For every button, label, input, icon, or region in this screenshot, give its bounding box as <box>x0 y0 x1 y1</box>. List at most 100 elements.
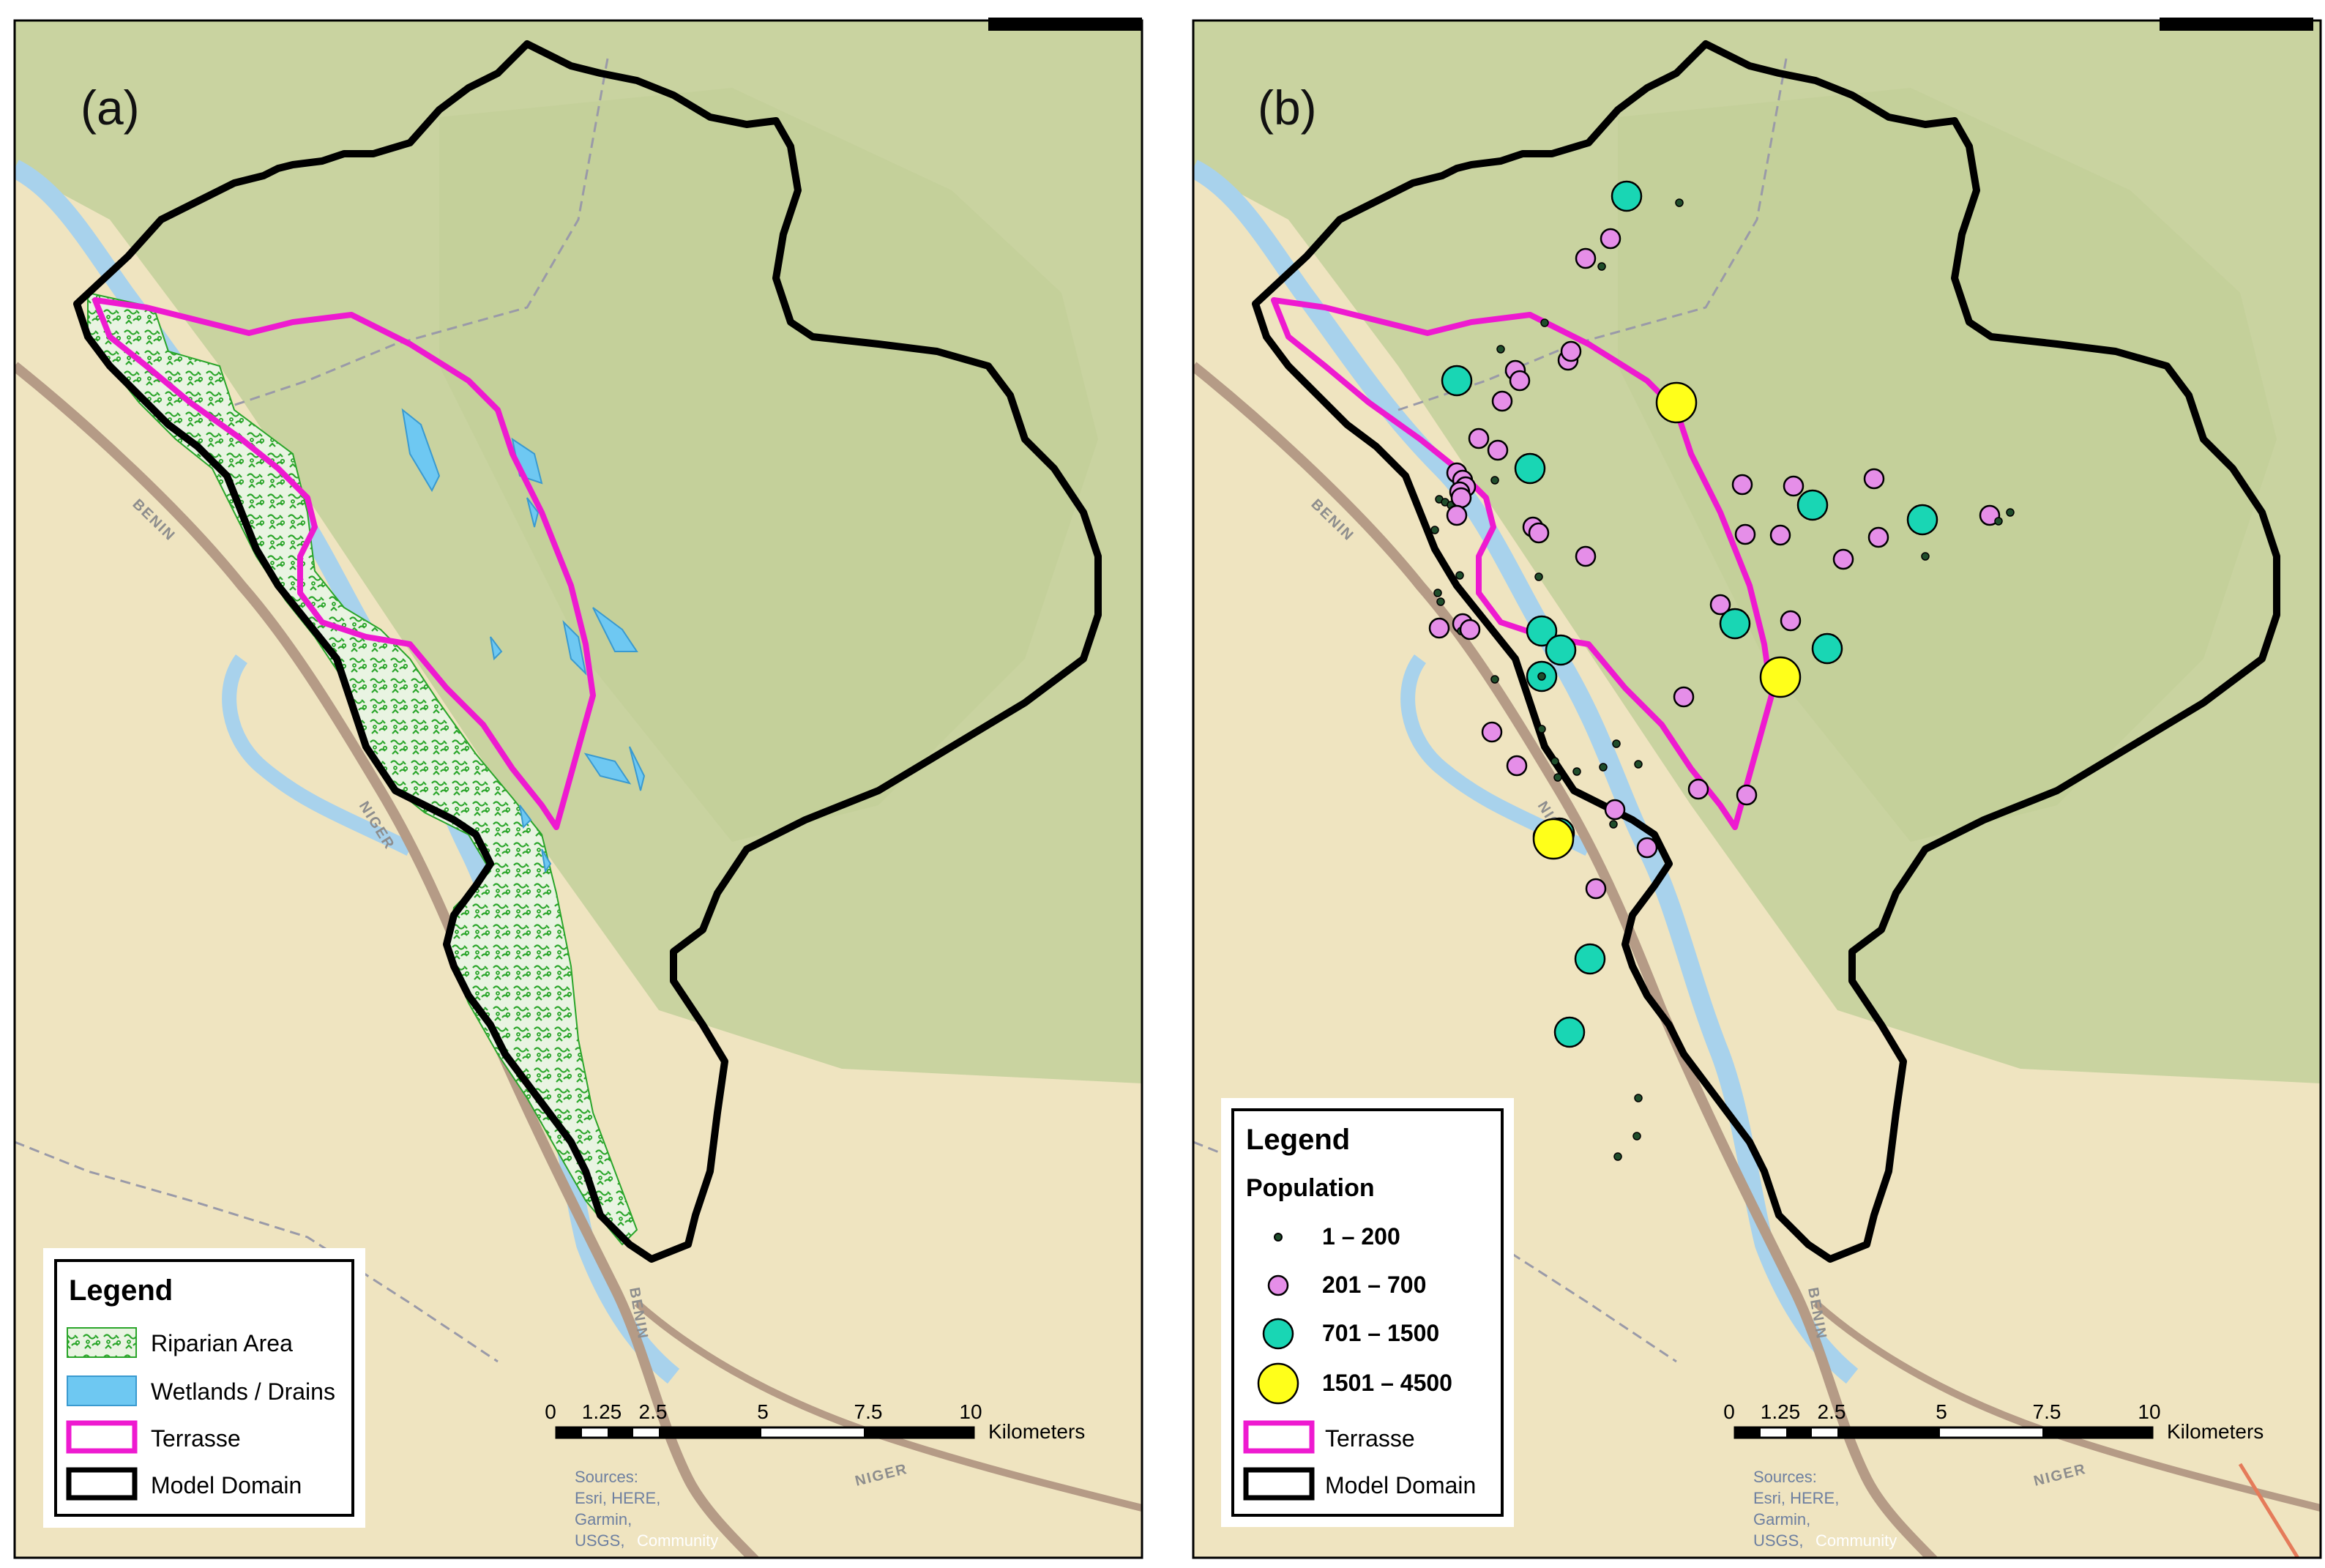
legend-label-domain: Model Domain <box>151 1472 302 1498</box>
settlement-point <box>1585 878 1607 900</box>
legend-swatch-terrasse <box>1243 1420 1315 1454</box>
settlement-point <box>1734 523 1756 545</box>
legend-swatch-terrasse <box>66 1420 138 1454</box>
legend-label-class3: 701 – 1500 <box>1322 1320 1439 1346</box>
settlement-point <box>1811 632 1843 665</box>
settlement-point <box>1430 526 1439 534</box>
settlement-point <box>1481 721 1503 743</box>
settlement-point <box>1673 686 1695 708</box>
settlement-point <box>1532 818 1575 860</box>
svg-text:Community: Community <box>1815 1531 1897 1550</box>
settlement-point <box>1574 943 1606 975</box>
settlement-point <box>1867 526 1889 548</box>
upland-zone <box>1193 20 2321 1083</box>
scale-tick-5: 10 <box>959 1400 982 1423</box>
settlement-point <box>1572 767 1581 776</box>
settlement-point <box>1506 755 1528 777</box>
legend-symbol-class4 <box>1257 1362 1299 1405</box>
legend-symbol-class2 <box>1267 1274 1289 1296</box>
settlement-point <box>1537 672 1546 681</box>
panel-label-a: (a) <box>81 81 140 135</box>
legend-label-class4: 1501 – 4500 <box>1322 1370 1452 1396</box>
settlement-point <box>1534 572 1543 581</box>
settlement-point <box>1537 725 1546 733</box>
svg-text:Esri, HERE,: Esri, HERE, <box>1753 1489 1839 1507</box>
settlement-point <box>1632 1132 1641 1140</box>
scale-tick-4: 7.5 <box>2033 1400 2061 1423</box>
settlement-point <box>1780 610 1802 632</box>
svg-text:Garmin,: Garmin, <box>575 1510 632 1528</box>
scale-bar-b: 0 1.25 2.5 5 7.5 10 Kilometers <box>1723 1400 2264 1443</box>
legend-swatch-domain <box>1243 1467 1315 1501</box>
settlement-point <box>1655 381 1698 424</box>
settlement-point <box>1709 594 1731 616</box>
legend-swatch-domain <box>66 1467 138 1501</box>
scale-tick-2: 2.5 <box>639 1400 668 1423</box>
settlement-point <box>1446 504 1468 526</box>
settlement-point <box>1468 428 1490 449</box>
border-line <box>1397 58 1788 411</box>
settlement-point <box>1514 452 1546 485</box>
legend-title: Legend <box>69 1274 173 1307</box>
settlement-point <box>1636 837 1658 859</box>
settlement-point <box>1613 1152 1622 1161</box>
svg-text:Sources:: Sources: <box>1753 1468 1817 1486</box>
map-panel-a: BENIN NIGER BENIN NIGER <box>15 20 1142 1558</box>
settlement-point <box>1600 228 1621 250</box>
upland-zone-dark <box>439 88 1098 842</box>
settlement-point <box>1436 597 1445 606</box>
settlement-point <box>1490 675 1499 684</box>
scale-tick-1: 1.25 <box>1761 1400 1801 1423</box>
svg-text:Esri, HERE,: Esri, HERE, <box>575 1489 660 1507</box>
wetlands <box>401 408 646 873</box>
settlement-point <box>1575 247 1597 269</box>
panel-a-frame <box>13 19 1143 1559</box>
svg-text:USGS,: USGS, <box>575 1531 624 1550</box>
legend-subtitle: Population <box>1246 1174 1375 1202</box>
settlement-point <box>1526 615 1558 647</box>
settlement-point <box>1455 571 1464 580</box>
settlement-point <box>1553 1016 1586 1048</box>
settlement-point <box>2006 508 2015 517</box>
legend-title: Legend <box>1246 1124 1350 1156</box>
scale-tick-5: 10 <box>2138 1400 2160 1423</box>
legend-label-terrasse: Terrasse <box>151 1425 241 1452</box>
upland-zone-dark <box>1618 88 2277 842</box>
svg-text:Community: Community <box>637 1531 718 1550</box>
legend-label-terrasse: Terrasse <box>1325 1425 1415 1452</box>
settlement-point <box>1736 784 1758 806</box>
settlement-point <box>1994 517 2003 526</box>
settlement-point <box>1906 504 1938 536</box>
panel-b-frame <box>1192 19 2322 1559</box>
settlement-point <box>1759 656 1802 698</box>
settlement-point <box>1428 617 1450 639</box>
secondary-road <box>2238 1463 2300 1558</box>
scale-tick-2: 2.5 <box>1818 1400 1846 1423</box>
legend-label-riparian: Riparian Area <box>151 1330 293 1356</box>
settlement-point <box>1609 820 1618 829</box>
scale-tick-0: 0 <box>1723 1400 1735 1423</box>
legend-swatch-wetlands <box>67 1375 137 1406</box>
legend-panel-a: Legend Riparian Area Wetlands / Drains T… <box>43 1248 365 1528</box>
settlement-point <box>1783 475 1805 497</box>
settlement-point <box>1719 608 1751 640</box>
settlement-point <box>1599 763 1608 772</box>
panel-label-b: (b) <box>1258 81 1317 135</box>
settlement-point <box>1921 552 1930 561</box>
legend-symbol-class3 <box>1262 1318 1294 1350</box>
settlement-point <box>1450 487 1472 509</box>
settlement-point <box>1560 340 1582 362</box>
legend-symbol-class1 <box>1274 1233 1283 1242</box>
legend-label-class2: 201 – 700 <box>1322 1272 1426 1298</box>
legend-panel-b: Legend Population 1 – 200 201 – 700 701 … <box>1221 1098 1514 1527</box>
panel-a-topbar <box>988 18 1142 31</box>
settlement-point <box>1553 773 1562 782</box>
border-line <box>219 58 609 411</box>
panel-b-topbar <box>2160 18 2313 31</box>
settlement-point <box>1687 778 1709 800</box>
settlement-point <box>1441 365 1473 397</box>
settlement-points <box>1428 180 2015 1161</box>
scale-unit: Kilometers <box>988 1420 1085 1443</box>
settlement-point <box>1796 489 1829 521</box>
